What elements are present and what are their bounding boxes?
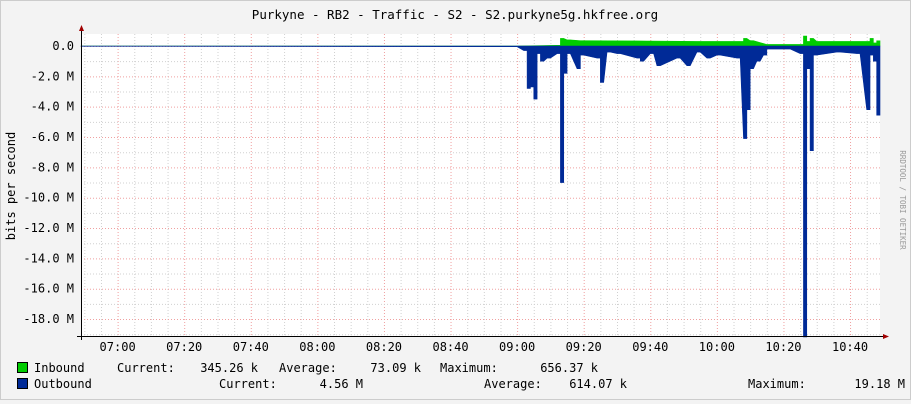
legend-swatch-inbound [17, 362, 28, 373]
x-tick-label: 07:40 [233, 340, 269, 354]
legend-outbound-avg-v: 614.07 k [569, 377, 628, 391]
legend-inbound-cur-v: 345.26 k [200, 361, 259, 375]
y-tick-label: -12.0 M [23, 221, 74, 235]
x-tick-label: 07:00 [100, 340, 136, 354]
legend-outbound-avg-l: Average: [484, 377, 542, 391]
y-tick-label: -8.0 M [31, 160, 74, 174]
x-tick-label: 09:40 [632, 340, 668, 354]
y-axis-label: bits per second [4, 132, 18, 240]
axes [77, 25, 889, 340]
series-areas [80, 35, 881, 338]
legend: Inbound Current: 345.26 k Average: 73.09 k Ma… [17, 361, 905, 391]
y-tick-label: -14.0 M [23, 251, 74, 265]
x-tick-label: 09:00 [499, 340, 535, 354]
y-tick-label: -6.0 M [31, 130, 74, 144]
x-tick-label: 10:00 [699, 340, 735, 354]
legend-outbound-cur-l: Current: [219, 377, 277, 391]
y-tick-label: -4.0 M [31, 100, 74, 114]
x-tick-label: 07:20 [166, 340, 202, 354]
x-tick-label: 09:20 [566, 340, 602, 354]
legend-inbound-avg-l: Average: [279, 361, 337, 375]
x-tick-label: 10:40 [832, 340, 868, 354]
legend-outbound-max-l: Maximum: [748, 377, 806, 391]
x-tick-label: 08:40 [432, 340, 468, 354]
y-tick-label: -10.0 M [23, 191, 74, 205]
x-axis-arrow-icon [883, 334, 889, 339]
x-tick-label: 08:00 [299, 340, 335, 354]
y-tick-label: 0.0 [52, 39, 74, 53]
x-tick-label: 08:20 [366, 340, 402, 354]
y-tick-label: -16.0 M [23, 282, 74, 296]
legend-inbound-name: Inbound [34, 361, 85, 375]
legend-outbound-max-v: 19.18 M [854, 377, 905, 391]
legend-inbound-avg-v: 73.09 k [370, 361, 421, 375]
series-outbound-area [80, 45, 881, 338]
chart-title: Purkyne - RB2 - Traffic - S2 - S2.purkyn… [252, 7, 658, 22]
x-tick-label: 10:20 [765, 340, 801, 354]
legend-swatch-outbound [17, 378, 28, 389]
tick-labels: 0.0 -2.0 M -4.0 M -6.0 M -8.0 M -10.0 M -12.0 … [23, 39, 868, 354]
legend-inbound-max-v: 656.37 k [540, 361, 599, 375]
grid [81, 34, 880, 336]
y-axis-arrow-icon [79, 25, 84, 31]
legend-inbound-cur-l: Current: [117, 361, 175, 375]
legend-outbound-name: Outbound [34, 377, 92, 391]
y-tick-label: -18.0 M [23, 312, 74, 326]
y-tick-label: -2.0 M [31, 69, 74, 83]
series-inbound-area [81, 35, 881, 47]
legend-outbound-cur-v: 4.56 M [320, 377, 363, 391]
legend-inbound-max-l: Maximum: [440, 361, 498, 375]
watermark: RRDTOOL / TOBI OETIKER [898, 150, 907, 250]
